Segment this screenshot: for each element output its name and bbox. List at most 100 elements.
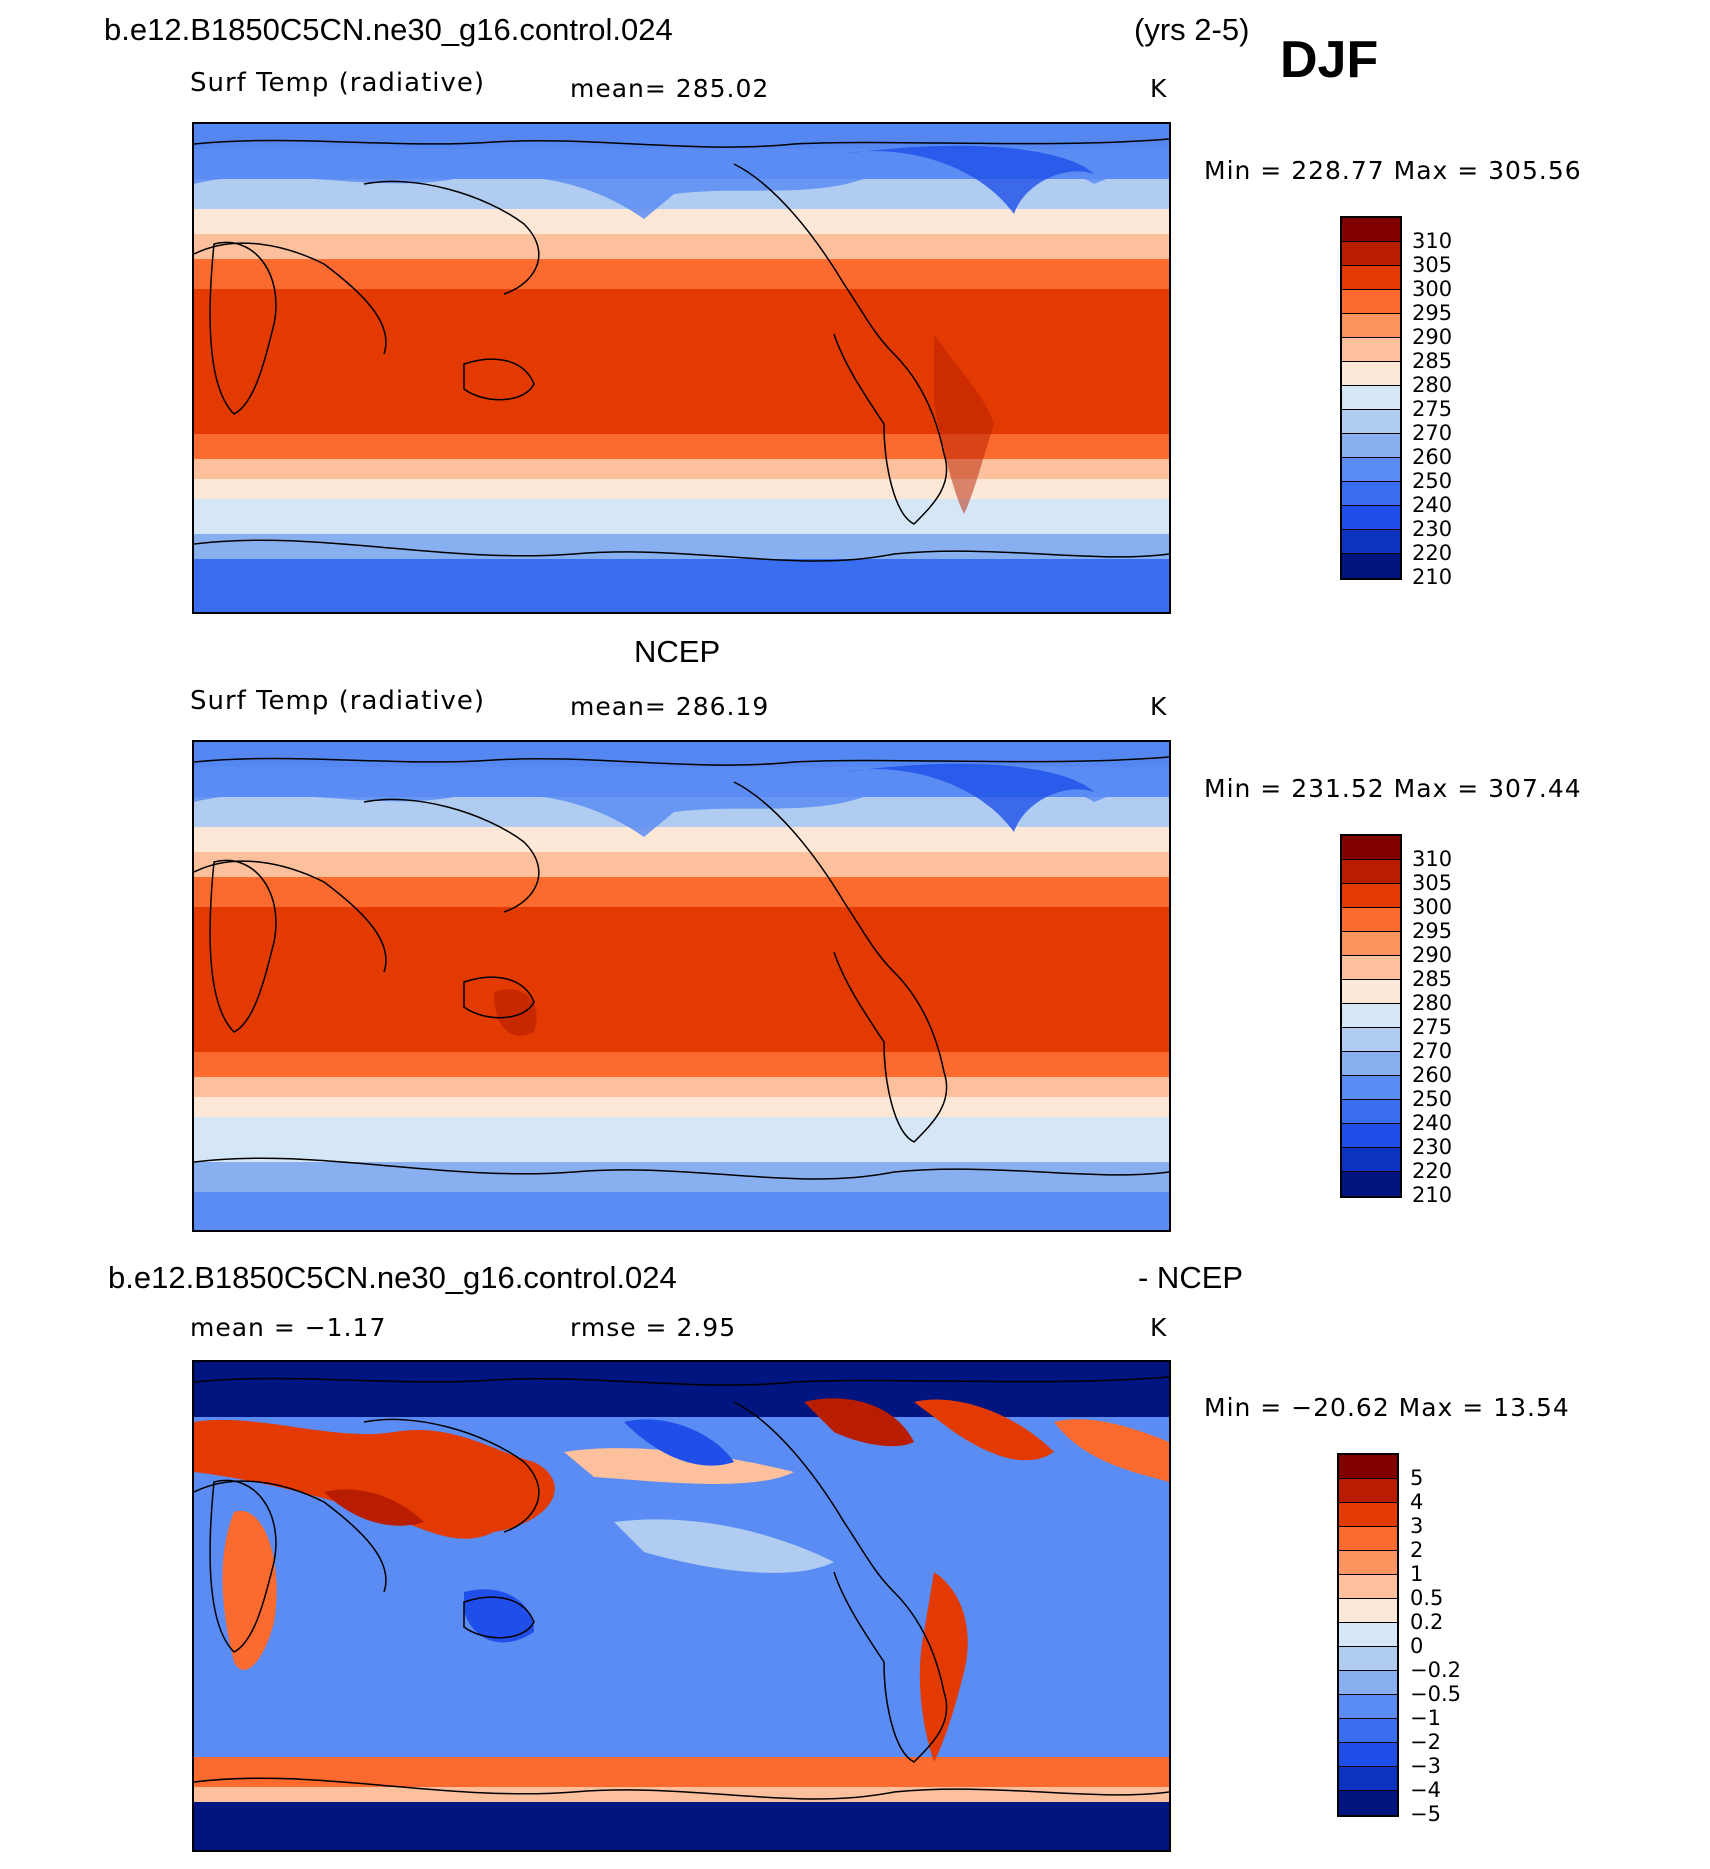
panel1-swatch-3	[1342, 266, 1400, 290]
panel3-swatch-5	[1339, 1551, 1397, 1575]
panel2-swatch-4	[1342, 908, 1400, 932]
panel1-minmax: Min = 228.77 Max = 305.56	[1204, 156, 1582, 185]
panel1-cb-label: 310	[1412, 229, 1453, 253]
panel2-title: NCEP	[634, 634, 721, 669]
panel2-cb-label: 220	[1412, 1159, 1453, 1183]
panel1-mean: mean= 285.02	[570, 74, 770, 103]
panel2-cb-label: 270	[1412, 1039, 1453, 1063]
panel1-cb-label: 210	[1412, 565, 1453, 589]
panel3-mean: mean = −1.17	[190, 1313, 387, 1342]
panel3-minmax: Min = −20.62 Max = 13.54	[1204, 1393, 1570, 1422]
panel2-cb-label: 280	[1412, 991, 1453, 1015]
panel2-cb-label: 240	[1412, 1111, 1453, 1135]
panel3-cb-label: −0.5	[1410, 1682, 1461, 1706]
panel3-cb-label: 0.5	[1410, 1586, 1444, 1610]
panel3-cb-label: −4	[1410, 1778, 1441, 1802]
panel3-cb-label: −3	[1410, 1754, 1441, 1778]
panel3-units: K	[1150, 1313, 1168, 1342]
panel2-mean: mean= 286.19	[570, 692, 770, 721]
panel1-swatch-6	[1342, 338, 1400, 362]
panel3-cb-label: −2	[1410, 1730, 1441, 1754]
panel3-swatch-6	[1339, 1575, 1397, 1599]
panel1-cb-label: 260	[1412, 445, 1453, 469]
panel3-cb-label: 3	[1410, 1514, 1424, 1538]
panel3-colorbar-labels: 5 4 3 2 1 0.5 0.2 0 −0.2 −0.5 −1 −2 −3 −…	[1410, 1466, 1461, 1826]
panel3-colorbar	[1337, 1453, 1399, 1817]
panel2-swatch-15	[1342, 1172, 1400, 1196]
panel1-swatch-5	[1342, 314, 1400, 338]
panel1-cb-label: 270	[1412, 421, 1453, 445]
panel2-units: K	[1150, 692, 1168, 721]
panel3-swatch-15	[1339, 1791, 1397, 1815]
panel2-swatch-8	[1342, 1004, 1400, 1028]
panel1-cb-label: 285	[1412, 349, 1453, 373]
panel1-cb-label: 220	[1412, 541, 1453, 565]
panel1-swatch-8	[1342, 386, 1400, 410]
panel2-swatch-3	[1342, 884, 1400, 908]
panel2-swatch-12	[1342, 1100, 1400, 1124]
panel3-cb-label: −0.2	[1410, 1658, 1461, 1682]
panel3-cb-label: 4	[1410, 1490, 1424, 1514]
panel3-swatch-13	[1339, 1743, 1397, 1767]
panel3-cb-label: 0	[1410, 1634, 1424, 1658]
panel3-swatch-7	[1339, 1599, 1397, 1623]
panel1-cb-label: 275	[1412, 397, 1453, 421]
case-title: b.e12.B1850C5CN.ne30_g16.control.024	[104, 12, 673, 47]
panel1-swatch-13	[1342, 506, 1400, 530]
panel2-cb-label: 300	[1412, 895, 1453, 919]
panel2-swatch-13	[1342, 1124, 1400, 1148]
panel1-colorbar-labels: 310 305 300 295 290 285 280 275 270 260 …	[1412, 229, 1452, 589]
season-label: DJF	[1280, 31, 1379, 89]
panel2-swatch-11	[1342, 1076, 1400, 1100]
panel1-cb-label: 230	[1412, 517, 1453, 541]
panel2-swatch-10	[1342, 1052, 1400, 1076]
panel2-swatch-5	[1342, 932, 1400, 956]
panel3-swatch-14	[1339, 1767, 1397, 1791]
panel2-cb-label: 295	[1412, 919, 1453, 943]
panel2-cb-label: 250	[1412, 1087, 1453, 1111]
panel3-title-left: b.e12.B1850C5CN.ne30_g16.control.024	[108, 1260, 677, 1295]
panel2-swatch-9	[1342, 1028, 1400, 1052]
panel1-swatch-4	[1342, 290, 1400, 314]
panel2-variable: Surf Temp (radiative)	[190, 686, 486, 716]
panel2-cb-label: 305	[1412, 871, 1453, 895]
panel3-cb-label: 1	[1410, 1562, 1424, 1586]
panel2-cb-label: 310	[1412, 847, 1453, 871]
panel3-swatch-12	[1339, 1719, 1397, 1743]
panel2-swatch-1	[1342, 836, 1400, 860]
panel2-swatch-7	[1342, 980, 1400, 1004]
panel3-cb-label: 2	[1410, 1538, 1424, 1562]
panel3-cb-label: 5	[1410, 1466, 1424, 1490]
panel3-cb-label: −5	[1410, 1802, 1441, 1826]
panel1-cb-label: 250	[1412, 469, 1453, 493]
panel1-cb-label: 305	[1412, 253, 1453, 277]
panel1-swatch-11	[1342, 458, 1400, 482]
panel3-swatch-2	[1339, 1479, 1397, 1503]
panel1-variable: Surf Temp (radiative)	[190, 68, 486, 98]
panel3-rmse: rmse = 2.95	[570, 1313, 737, 1342]
panel1-swatch-1	[1342, 218, 1400, 242]
panel3-swatch-1	[1339, 1455, 1397, 1479]
panel1-swatch-2	[1342, 242, 1400, 266]
panel1-map	[192, 122, 1171, 614]
panel1-units: K	[1150, 74, 1168, 103]
panel2-cb-label: 285	[1412, 967, 1453, 991]
panel1-swatch-15	[1342, 554, 1400, 578]
panel1-swatch-12	[1342, 482, 1400, 506]
panel2-cb-label: 260	[1412, 1063, 1453, 1087]
panel3-swatch-4	[1339, 1527, 1397, 1551]
panel2-swatch-2	[1342, 860, 1400, 884]
panel2-cb-label: 210	[1412, 1183, 1453, 1207]
panel1-cb-label: 240	[1412, 493, 1453, 517]
panel3-cb-label: −1	[1410, 1706, 1441, 1730]
panel1-colorbar	[1340, 216, 1402, 580]
panel2-cb-label: 290	[1412, 943, 1453, 967]
panel2-swatch-6	[1342, 956, 1400, 980]
panel1-cb-label: 290	[1412, 325, 1453, 349]
panel2-swatch-14	[1342, 1148, 1400, 1172]
panel3-title-right: - NCEP	[1138, 1260, 1244, 1295]
panel3-swatch-9	[1339, 1647, 1397, 1671]
panel1-swatch-14	[1342, 530, 1400, 554]
panel1-cb-label: 300	[1412, 277, 1453, 301]
panel1-swatch-9	[1342, 410, 1400, 434]
